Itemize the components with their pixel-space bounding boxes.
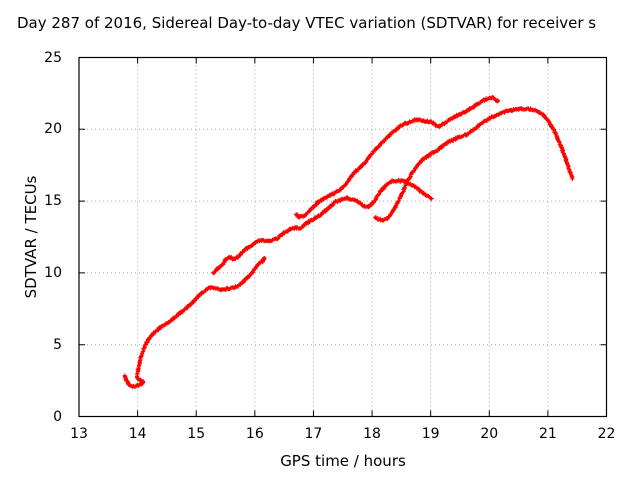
x-tick-label: 18: [363, 426, 381, 442]
x-tick-label: 17: [304, 426, 323, 442]
data-series-trace-1: [122, 256, 267, 390]
x-tick-label: 20: [480, 426, 499, 442]
y-tick-label: 20: [44, 121, 62, 138]
x-tick-label: 21: [538, 426, 557, 442]
x-tick-label: 19: [421, 426, 440, 442]
x-tick-label: 16: [245, 426, 264, 442]
y-tick-label: 10: [44, 264, 62, 281]
y-tick-label: 15: [44, 193, 62, 210]
plot-border: [78, 56, 608, 418]
data-series-trace-3: [293, 94, 501, 220]
x-tick-label: 22: [597, 426, 616, 442]
y-tick-label: 5: [53, 336, 62, 353]
x-axis-label: GPS time / hours: [280, 452, 406, 470]
x-tick-label: 14: [128, 426, 147, 442]
x-tick-label: 13: [70, 426, 88, 442]
data-series-trace-2: [210, 178, 434, 276]
y-tick-label: 0: [53, 408, 62, 425]
data-series-trace-4: [373, 106, 575, 223]
grid-lines: [79, 57, 607, 417]
y-tick-label: 25: [44, 49, 62, 66]
x-tick-label: 15: [187, 426, 206, 442]
chart-title: Day 287 of 2016, Sidereal Day-to-day VTE…: [17, 14, 597, 32]
tick-marks: [78, 57, 607, 417]
y-axis-label: SDTVAR / TECUs: [22, 175, 40, 299]
